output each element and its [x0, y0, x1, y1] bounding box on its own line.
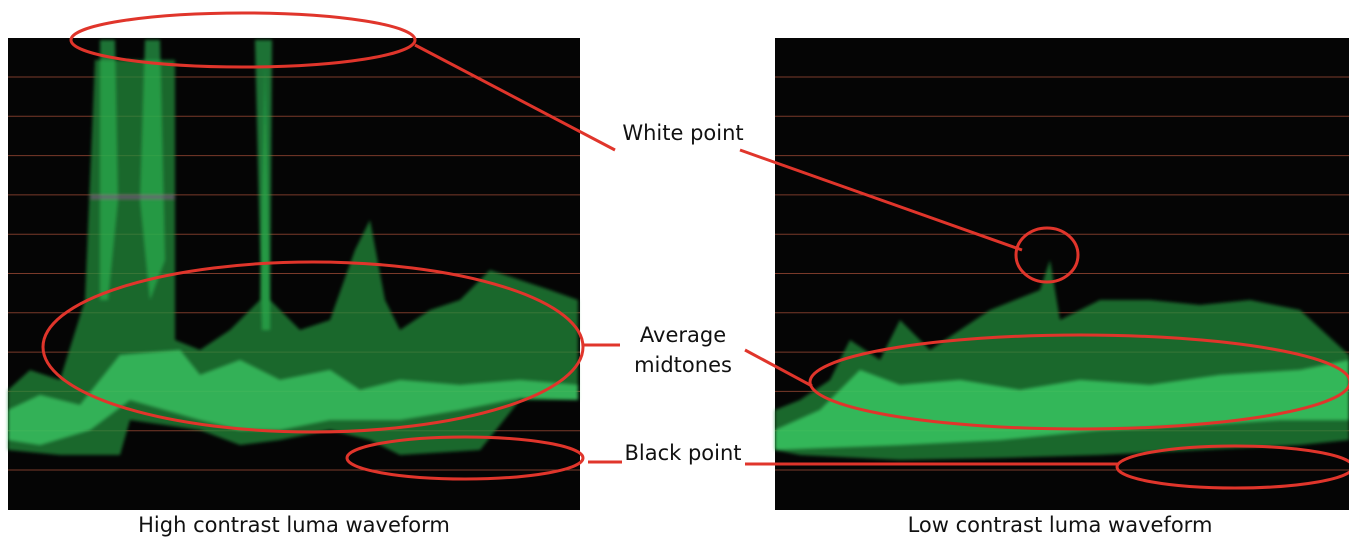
caption: High contrast luma waveform [44, 513, 544, 537]
annotation-label: Average midtones [618, 320, 748, 380]
annotation-label: Black point [618, 438, 748, 468]
page: White point Average midtones Black point… [0, 0, 1349, 545]
annotation-label: White point [618, 118, 748, 148]
caption: Low contrast luma waveform [810, 513, 1310, 537]
